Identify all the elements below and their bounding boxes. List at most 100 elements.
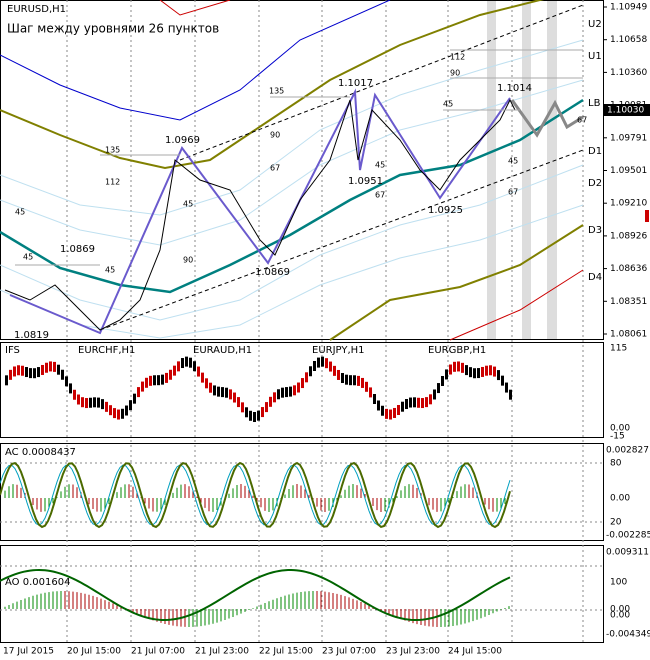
pivot: 1.0869 <box>255 267 290 278</box>
current-price-box <box>604 104 650 116</box>
ao-label: AO 0.001604 <box>5 577 70 588</box>
time-label: 21 Jul 23:00 <box>195 647 249 657</box>
axis-label: 20 <box>610 518 622 528</box>
ifs-candle <box>161 374 164 385</box>
fib-label: 45 <box>443 100 453 109</box>
fib-label: 90 <box>270 131 280 140</box>
ifs-candle <box>433 389 436 400</box>
ifs-candle <box>501 375 504 386</box>
ifs-candle <box>101 399 104 410</box>
ifs-candle <box>237 397 240 408</box>
axis-label: 0.00 <box>610 605 630 615</box>
fib-label: 45 <box>15 208 25 217</box>
ifs-candle <box>321 356 324 367</box>
ifs-candle <box>489 365 492 376</box>
ifs-candle <box>141 381 144 392</box>
fib-label: 45 <box>105 266 115 275</box>
ifs-candle <box>393 407 396 418</box>
ifs-candle <box>113 408 116 419</box>
ifs-candle <box>17 365 20 376</box>
ifs-candle <box>325 358 328 369</box>
ifs-candle <box>297 382 300 393</box>
ifs-candle <box>505 382 508 393</box>
ifs-candle <box>197 366 200 377</box>
ifs-candle <box>117 409 120 420</box>
ifs-candle <box>457 361 460 372</box>
ifs-candle <box>493 366 496 377</box>
ifs-candle <box>105 401 108 412</box>
level-lines <box>0 462 604 611</box>
ifs-candle <box>189 357 192 368</box>
ifs-candle <box>329 361 332 372</box>
ifs-candle <box>121 408 124 419</box>
price-label: 1.08351 <box>610 297 647 307</box>
ifs-candle <box>57 364 60 375</box>
level-label: U1 <box>588 51 602 62</box>
level-label: D1 <box>588 146 602 157</box>
ifs-candle <box>61 369 64 380</box>
fib-label: 112 <box>450 53 465 62</box>
ifs-candle <box>81 397 84 408</box>
axis-label: 0.009311 <box>606 548 649 558</box>
fib-label: 45 <box>508 157 518 166</box>
fib-label: 90 <box>450 69 460 78</box>
price-label: 1.08636 <box>610 264 647 274</box>
level-label: LB <box>588 98 601 109</box>
fib-label: 90 <box>183 256 193 265</box>
ifs-candle <box>33 368 36 379</box>
pivot: 1.1017 <box>338 78 373 89</box>
ifs-candle <box>345 374 348 385</box>
ifs-candle <box>369 387 372 398</box>
ifs-candle <box>37 367 40 378</box>
ifs-candle <box>473 368 476 379</box>
ifs-candle <box>181 358 184 369</box>
price-label: 1.08926 <box>610 231 647 241</box>
ifs-candle <box>269 396 272 407</box>
ifs-candle <box>309 366 312 377</box>
time-label: 20 Jul 15:00 <box>67 647 121 657</box>
fib-label: 67 <box>270 164 280 173</box>
note: Шаг между уровнями 26 пунктов <box>7 22 219 36</box>
ifs-candle <box>5 375 8 386</box>
ifs-candle <box>97 397 100 408</box>
level-label: D3 <box>588 225 602 236</box>
ifs-candle <box>465 365 468 376</box>
ifs-candle <box>133 393 136 404</box>
axis-label: 0.00 <box>610 611 630 621</box>
ifs-candle <box>461 362 464 373</box>
ifs-candle <box>221 387 224 398</box>
ifs-candle <box>417 397 420 408</box>
price-label: 1.10658 <box>610 35 647 45</box>
ifs-candle <box>153 375 156 386</box>
fib-label: 135 <box>269 87 284 96</box>
ifs-candle <box>241 402 244 413</box>
ifs-candle <box>213 385 216 396</box>
pair-label: EURCHF,H1 <box>78 345 135 356</box>
ifs-candle <box>437 383 440 394</box>
fib-label: 135 <box>105 146 120 155</box>
axis-label: 0.002827 <box>606 446 649 456</box>
ifs-candle <box>425 397 428 408</box>
pair-label: EURGBP,H1 <box>428 345 486 356</box>
ifs-candle <box>21 365 24 376</box>
ifs-candle <box>361 377 364 388</box>
ifs-candle <box>185 356 188 367</box>
ifs-candle <box>349 375 352 386</box>
ifs-candle <box>193 361 196 372</box>
ifs-candle <box>229 389 232 400</box>
ifs-candle <box>469 367 472 378</box>
current-price: 1.10030 <box>607 106 644 116</box>
time-label: 22 Jul 15:00 <box>259 647 313 657</box>
ifs-candle <box>109 405 112 416</box>
ifs-candle <box>317 357 320 368</box>
ifs-candle <box>477 368 480 379</box>
pair-label: EURJPY,H1 <box>312 345 365 356</box>
ifs-candle <box>25 367 28 378</box>
fib-label: 67 <box>375 191 385 200</box>
time-label: 23 Jul 07:00 <box>322 647 376 657</box>
pivot: 1.0925 <box>428 205 463 216</box>
price-label: 1.09791 <box>610 133 647 143</box>
ifs-candle <box>65 376 68 387</box>
ifs-candle <box>305 372 308 383</box>
ifs-candle <box>453 361 456 372</box>
